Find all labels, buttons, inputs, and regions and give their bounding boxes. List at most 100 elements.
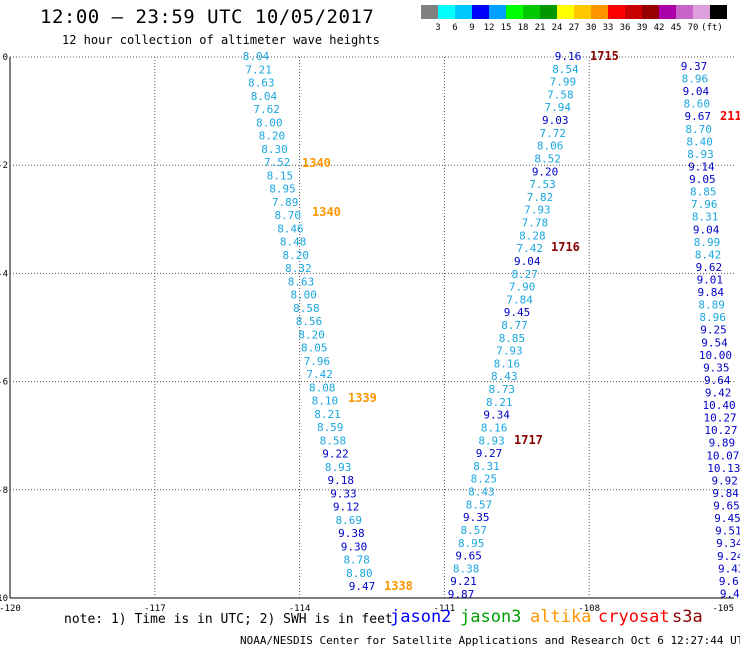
swh-value: 9.33 — [330, 487, 357, 500]
swh-value: 8.99 — [694, 236, 721, 249]
swh-value: 7.21 — [245, 63, 272, 76]
swh-value: 10.27 — [703, 412, 736, 425]
swh-value: 8.30 — [261, 143, 288, 156]
swh-value: 9.42 — [705, 387, 732, 400]
scale-swatch — [591, 5, 608, 19]
swh-value: 8.85 — [499, 332, 526, 345]
swh-value: 8.58 — [320, 434, 347, 447]
lon-label: -111 — [434, 604, 456, 614]
scale-label: 6 — [452, 23, 458, 33]
swh-value: 9.84 — [712, 487, 739, 500]
swh-value: 9.40 — [720, 587, 740, 600]
scale-swatch — [506, 5, 523, 19]
swh-value: 8.58 — [293, 302, 320, 315]
swh-value: 9.18 — [328, 474, 355, 487]
swh-value: 7.62 — [253, 103, 280, 116]
swh-value: 9.65 — [713, 500, 740, 513]
swh-value: 8.63 — [288, 275, 315, 288]
swh-value: 7.42 — [517, 242, 544, 255]
swh-value: 9.61 — [719, 575, 740, 588]
swh-value: 8.00 — [256, 116, 283, 129]
swh-value: 8.05 — [301, 342, 328, 355]
swh-value: 8.43 — [491, 370, 518, 383]
swh-value: 9.43 — [718, 562, 740, 575]
swh-value: 9.65 — [455, 550, 482, 563]
lat-label: -2 — [0, 161, 8, 171]
swh-value: 9.47 — [349, 580, 376, 593]
scale-swatch — [574, 5, 591, 19]
scale-swatch — [557, 5, 574, 19]
scale-swatch — [438, 5, 455, 19]
swh-value: 8.21 — [486, 396, 513, 409]
swh-value: 9.64 — [704, 374, 731, 387]
scale-swatch — [472, 5, 489, 19]
scale-swatch — [659, 5, 676, 19]
swh-value: 8.57 — [466, 498, 493, 511]
swh-value: 9.30 — [341, 540, 368, 553]
swh-value: 8.59 — [317, 421, 344, 434]
legend-jason2: jason2 — [390, 607, 452, 627]
scale-label: 39 — [636, 23, 648, 33]
scale-label: 36 — [619, 23, 631, 33]
swh-value: 7.72 — [539, 127, 566, 140]
swh-value: 7.58 — [547, 88, 574, 101]
swh-value: 8.06 — [537, 140, 564, 153]
swh-value: 9.25 — [700, 324, 727, 337]
legend-s3a: s3a — [672, 607, 703, 627]
scale-swatch — [642, 5, 659, 19]
swh-value: 8.95 — [458, 537, 485, 550]
scale-swatch — [540, 5, 557, 19]
scale-label: 18 — [517, 23, 529, 33]
lat-label: -4 — [0, 269, 8, 279]
swh-value: 10.13 — [707, 462, 740, 475]
swh-value: 8.52 — [534, 152, 561, 165]
scale-label: 9 — [469, 23, 475, 33]
scale-swatch — [489, 5, 506, 19]
lat-label: 0 — [3, 53, 8, 63]
scale-swatch — [676, 5, 693, 19]
swh-value: 9.20 — [532, 165, 559, 178]
swh-value: 8.93 — [325, 461, 352, 474]
swh-value: 8.54 — [552, 63, 579, 76]
swh-value: 7.84 — [506, 293, 533, 306]
swh-value: 8.95 — [269, 183, 296, 196]
swh-value: 8.00 — [290, 289, 317, 302]
swh-value: 9.84 — [697, 286, 724, 299]
swh-value: 9.12 — [333, 501, 360, 514]
scale-swatch — [710, 5, 727, 19]
swh-value: 7.93 — [496, 345, 523, 358]
lon-label: -108 — [578, 604, 600, 614]
swh-value: 8.20 — [298, 328, 325, 341]
swh-value: 8.96 — [682, 73, 709, 86]
footer-note: note: 1) Time is in UTC; 2) SWH is in fe… — [64, 612, 393, 627]
swh-value: 9.03 — [542, 114, 569, 127]
swh-value: 9.22 — [322, 448, 349, 461]
swh-value: 9.35 — [703, 361, 730, 374]
swh-value: 8.32 — [285, 262, 312, 275]
swh-value: 8.57 — [460, 524, 487, 537]
swh-value: 9.14 — [688, 160, 715, 173]
scale-swatch — [455, 5, 472, 19]
swh-value: 8.89 — [698, 299, 725, 312]
swh-value: 8.56 — [296, 315, 323, 328]
swh-value: 9.05 — [689, 173, 716, 186]
swh-value: 9.01 — [697, 273, 724, 286]
pass-time-label: 211 — [720, 109, 740, 123]
pass-time-label: 1339 — [348, 391, 377, 405]
swh-value: 8.69 — [336, 514, 363, 527]
swh-value: 9.54 — [701, 336, 728, 349]
swh-value: 8.48 — [280, 236, 307, 249]
swh-value: 8.78 — [343, 554, 370, 567]
pass-time-label: 1716 — [551, 240, 580, 254]
lon-label: -105 — [712, 604, 734, 614]
pass-time-label: 1340 — [312, 205, 341, 219]
swh-value: 9.16 — [555, 50, 582, 63]
swh-value: 9.24 — [717, 550, 740, 563]
scale-label: (ft) — [701, 23, 723, 33]
swh-value: 9.92 — [711, 474, 738, 487]
swh-value: 8.20 — [259, 130, 286, 143]
swh-value: 9.62 — [696, 261, 723, 274]
scale-label: 27 — [568, 23, 580, 33]
pass-time-label: 1338 — [384, 579, 413, 593]
swh-value: 8.04 — [251, 90, 278, 103]
